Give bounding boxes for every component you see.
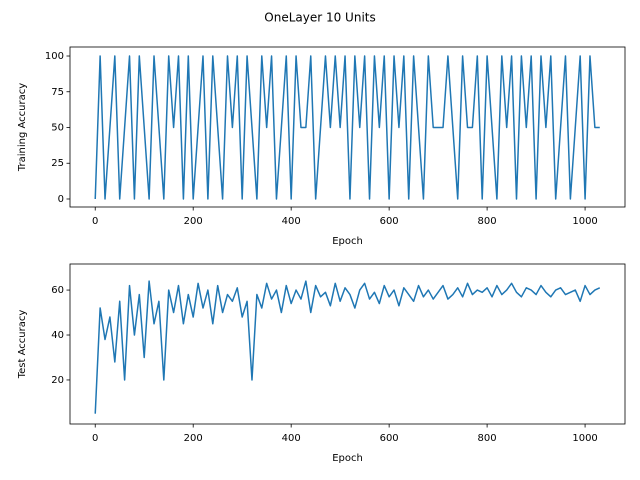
y-tick-label: 60: [51, 285, 64, 296]
y-axis-label: Test Accuracy: [17, 310, 28, 380]
x-tick-label: 400: [282, 216, 301, 227]
x-axis-label: Epoch: [332, 236, 363, 247]
data-line: [94, 55, 600, 200]
figure-title: OneLayer 10 Units: [264, 11, 375, 25]
x-tick-label: 1000: [572, 216, 597, 227]
x-tick-label: 600: [380, 216, 399, 227]
data-line: [94, 280, 601, 414]
x-tick-label: 200: [184, 433, 203, 444]
axes-frame: [69, 46, 626, 208]
y-tick-label: 100: [45, 51, 64, 62]
x-tick-label: 200: [184, 216, 203, 227]
y-tick-label: 0: [58, 194, 64, 205]
x-tick-label: 400: [282, 433, 301, 444]
y-tick-label: 25: [51, 158, 64, 169]
y-tick-label: 20: [51, 375, 64, 386]
axes-frame: [69, 263, 626, 425]
y-tick-label: 40: [51, 330, 64, 341]
y-axis-label: Training Accuracy: [17, 83, 28, 172]
x-tick-label: 1000: [572, 433, 597, 444]
x-tick-label: 800: [478, 433, 497, 444]
x-tick-label: 0: [92, 433, 98, 444]
y-tick-label: 75: [51, 87, 64, 98]
y-tick-label: 50: [51, 123, 64, 134]
x-tick-label: 800: [478, 216, 497, 227]
x-tick-label: 600: [380, 433, 399, 444]
x-axis-label: Epoch: [332, 453, 363, 464]
x-tick-label: 0: [92, 216, 98, 227]
